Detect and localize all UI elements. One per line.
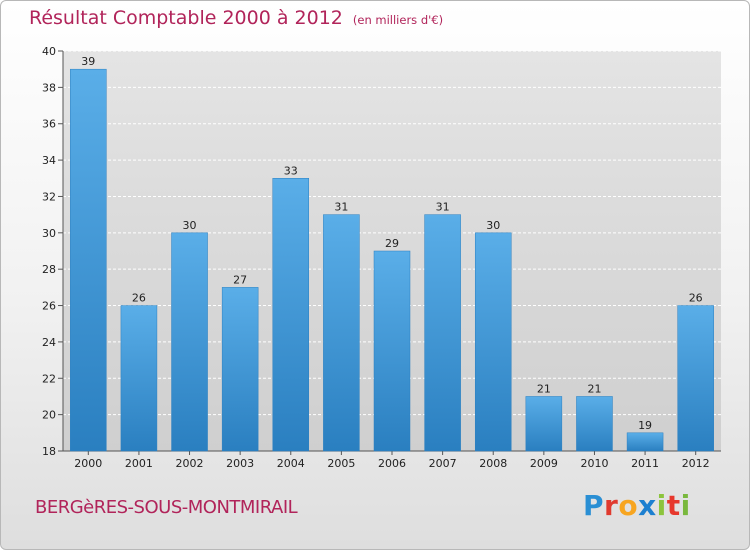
bar-value-label: 30	[183, 219, 197, 232]
logo-letter: P	[583, 489, 605, 522]
x-tick-label: 2007	[429, 457, 457, 470]
bar-2011[interactable]	[626, 432, 664, 452]
x-tick-label: 2004	[277, 457, 305, 470]
bar-value-label: 26	[132, 292, 146, 305]
y-tick-label: 38	[42, 81, 56, 94]
bar-value-label: 29	[385, 237, 399, 250]
chart-title: Résultat Comptable 2000 à 2012 (en millie…	[29, 7, 443, 29]
bar-value-label: 31	[436, 201, 450, 214]
x-tick-label: 2006	[378, 457, 406, 470]
y-tick-label: 22	[42, 372, 56, 385]
bar-value-label: 30	[486, 219, 500, 232]
x-tick-label: 2002	[176, 457, 204, 470]
logo-letter: r	[604, 489, 619, 522]
bar-value-label: 26	[689, 292, 703, 305]
y-tick-label: 36	[42, 118, 56, 131]
y-tick-label: 20	[42, 409, 56, 422]
x-tick-label: 2008	[479, 457, 507, 470]
proxiti-logo[interactable]: Proxiti	[583, 489, 691, 522]
bar-2007[interactable]	[424, 214, 461, 452]
x-tick-label: 2000	[74, 457, 102, 470]
bar-2012[interactable]	[677, 305, 714, 452]
x-tick-label: 2005	[327, 457, 355, 470]
logo-letter: o	[618, 489, 639, 522]
y-tick-label: 40	[42, 45, 56, 58]
bar-value-label: 31	[334, 201, 348, 214]
x-tick-label: 2001	[125, 457, 153, 470]
bar-2006[interactable]	[373, 250, 411, 452]
bar-value-label: 21	[587, 382, 601, 395]
bar-2009[interactable]	[525, 396, 563, 452]
bar-2000[interactable]	[70, 68, 107, 452]
y-tick-label: 18	[42, 445, 56, 458]
logo-letter: t	[666, 489, 681, 522]
bar-2008[interactable]	[474, 232, 512, 452]
bar-value-label: 39	[81, 55, 95, 68]
bar-value-label: 33	[284, 164, 298, 177]
bar-2010[interactable]	[576, 396, 613, 452]
logo-letter: x	[638, 489, 657, 522]
bar-2001[interactable]	[120, 305, 158, 452]
y-tick-label: 28	[42, 263, 56, 276]
y-tick-label: 26	[42, 300, 56, 313]
y-tick-label: 32	[42, 190, 56, 203]
x-tick-label: 2012	[682, 457, 710, 470]
bar-2005[interactable]	[323, 214, 360, 452]
logo-letter: i	[680, 489, 691, 522]
x-tick-label: 2009	[530, 457, 558, 470]
bar-value-label: 21	[537, 382, 551, 395]
x-tick-label: 2011	[631, 457, 659, 470]
chart-subtitle: (en milliers d'€)	[352, 13, 444, 27]
y-tick-label: 24	[42, 336, 56, 349]
x-tick-label: 2010	[580, 457, 608, 470]
bar-2004[interactable]	[272, 178, 310, 452]
bar-value-label: 19	[638, 419, 652, 432]
y-tick-label: 34	[42, 154, 56, 167]
bar-2003[interactable]	[221, 287, 259, 452]
x-tick-label: 2003	[226, 457, 254, 470]
chart-title-text: Résultat Comptable 2000 à 2012	[29, 7, 343, 29]
y-tick-label: 30	[42, 227, 56, 240]
commune-name: BERGèRES-SOUS-MONTMIRAIL	[35, 497, 298, 518]
bar-value-label: 27	[233, 273, 247, 286]
bar-2002[interactable]	[171, 232, 208, 452]
logo-letter: i	[656, 489, 667, 522]
